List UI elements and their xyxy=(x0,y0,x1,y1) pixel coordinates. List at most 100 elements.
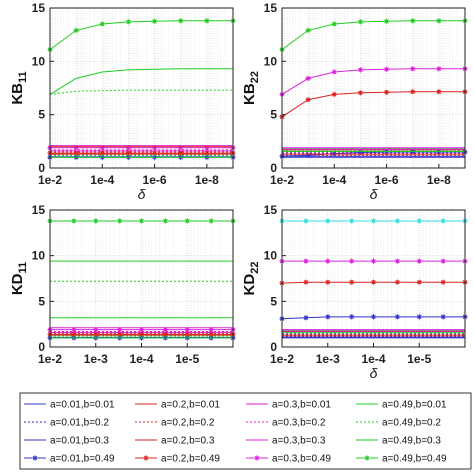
data-point xyxy=(357,19,363,25)
legend-entry: a=0.49,b=0.49 xyxy=(356,454,447,465)
grid-lines xyxy=(50,8,234,168)
legend-entry: a=0.49,b=0.3 xyxy=(356,436,441,447)
legend-entry: a=0.2,b=0.49 xyxy=(135,454,220,465)
data-point xyxy=(416,279,422,285)
data-point xyxy=(117,327,123,333)
data-point xyxy=(325,279,331,285)
data-point xyxy=(331,91,337,97)
data-point xyxy=(178,150,184,156)
y-tick-label: 10 xyxy=(32,249,46,263)
data-point xyxy=(384,18,390,24)
x-axis-label: δ xyxy=(370,365,378,381)
x-tick-label: 1e-8 xyxy=(427,173,451,187)
data-point xyxy=(178,18,184,24)
panel-kb11: 0 5 10 15 1e-2 1e-4 1e-6 1e-8 KB11 δ xyxy=(9,1,236,202)
data-point xyxy=(73,150,79,156)
data-point xyxy=(71,327,77,333)
data-point xyxy=(184,327,190,333)
data-point xyxy=(416,258,422,264)
data-point xyxy=(416,218,422,224)
legend-entry: a=0.3,b=0.2 xyxy=(246,418,326,429)
panels: 0 5 10 15 1e-2 1e-4 1e-6 1e-8 KB11 δ 0 5 10 15 1e-2 1e-… xyxy=(9,1,468,381)
data-point xyxy=(162,327,168,333)
legend-entry: a=0.01,b=0.3 xyxy=(24,436,109,447)
legend-entry: a=0.2,b=0.2 xyxy=(135,418,215,429)
y-tick-label: 15 xyxy=(264,203,278,217)
data-point xyxy=(152,150,158,156)
legend-label: a=0.2,b=0.49 xyxy=(161,454,220,465)
x-tick-label: 1e-2 xyxy=(38,352,62,366)
panel-kd22: 0 5 10 15 1e-2 1e-3 1e-4 1e-5 KD22 δ xyxy=(241,203,468,381)
legend-label: a=0.49,b=0.3 xyxy=(382,436,441,447)
legend-entry: a=0.3,b=0.49 xyxy=(246,454,331,465)
data-point xyxy=(138,331,145,337)
series-line xyxy=(281,68,465,95)
x-tick-label: 1e-8 xyxy=(195,173,219,187)
data-point xyxy=(303,279,309,285)
data-point xyxy=(370,279,377,285)
data-point xyxy=(440,314,446,320)
grid-lines xyxy=(282,210,466,347)
y-tick-label: 0 xyxy=(38,340,45,354)
x-tick-label: 1e-5 xyxy=(407,352,431,366)
data-point xyxy=(370,258,377,264)
legend-label: a=0.3,b=0.01 xyxy=(272,400,331,411)
data-point xyxy=(394,279,400,285)
x-axis-label: δ xyxy=(138,186,146,202)
legend-label: a=0.3,b=0.3 xyxy=(272,436,326,447)
x-tick-label: 1e-6 xyxy=(375,173,399,187)
legend-label: a=0.01,b=0.2 xyxy=(50,418,109,429)
data-point xyxy=(152,145,158,151)
legend-label: a=0.2,b=0.2 xyxy=(161,418,215,429)
grid-lines xyxy=(282,8,466,168)
legend-entry: a=0.49,b=0.2 xyxy=(356,418,441,429)
y-tick-label: 0 xyxy=(270,161,277,175)
data-point xyxy=(303,218,309,224)
series-line xyxy=(49,20,233,51)
grid-lines xyxy=(50,210,234,347)
y-axis-label: KD22 xyxy=(241,262,261,296)
series-s10 xyxy=(47,150,236,156)
legend-marker xyxy=(143,455,149,461)
data-point xyxy=(93,327,99,333)
data-point xyxy=(410,66,416,72)
data-point xyxy=(357,149,363,156)
data-point xyxy=(125,19,131,25)
data-point xyxy=(204,18,210,24)
y-tick-label: 5 xyxy=(38,108,45,122)
legend-label: a=0.49,b=0.2 xyxy=(382,418,441,429)
legend-box xyxy=(19,392,472,470)
data-point xyxy=(204,150,210,156)
data-point xyxy=(410,89,416,95)
data-point xyxy=(71,218,77,224)
data-point xyxy=(303,258,309,264)
data-point xyxy=(93,218,99,224)
x-tick-label: 1e-4 xyxy=(322,173,346,187)
series-s12 xyxy=(279,18,468,53)
legend-label: a=0.2,b=0.3 xyxy=(161,436,215,447)
x-tick-label: 1e-5 xyxy=(175,352,199,366)
x-tick-label: 1e-2 xyxy=(38,173,62,187)
data-point xyxy=(370,314,377,320)
data-point xyxy=(162,218,168,224)
y-tick-label: 10 xyxy=(264,54,278,68)
legend-label: a=0.3,b=0.2 xyxy=(272,418,326,429)
data-point xyxy=(184,218,190,224)
legend-entry: a=0.01,b=0.01 xyxy=(24,400,115,411)
y-tick-label: 5 xyxy=(270,294,277,308)
data-point xyxy=(440,279,446,285)
data-point xyxy=(125,145,131,151)
data-point xyxy=(331,21,337,27)
legend-label: a=0.49,b=0.49 xyxy=(382,454,447,465)
x-tick-label: 1e-4 xyxy=(129,352,153,366)
data-point xyxy=(305,97,311,103)
data-point xyxy=(138,327,145,333)
y-tick-label: 0 xyxy=(38,161,45,175)
data-point xyxy=(357,67,363,73)
legend-label: a=0.01,b=0.3 xyxy=(50,436,109,447)
legend-entry: a=0.01,b=0.2 xyxy=(24,418,109,429)
y-axis-label: KB11 xyxy=(9,71,29,104)
x-tick-label: 1e-2 xyxy=(270,173,294,187)
legend-marker xyxy=(254,455,260,461)
